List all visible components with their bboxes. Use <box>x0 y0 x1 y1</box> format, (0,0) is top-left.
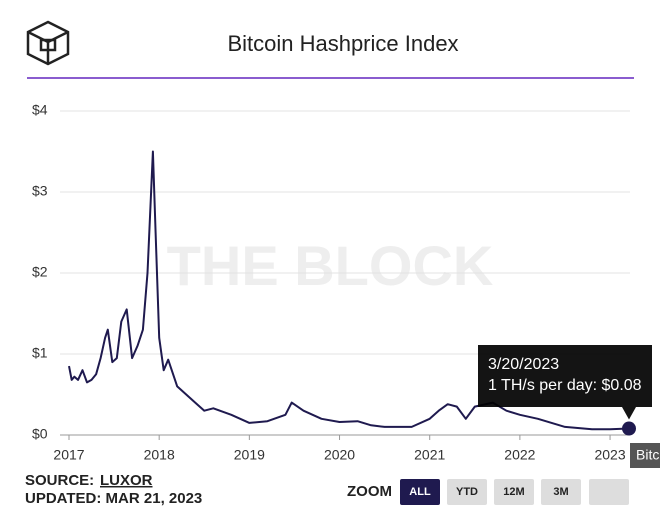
zoom-button-label[interactable]: 3M <box>553 486 568 498</box>
logo <box>26 20 70 66</box>
zoom-button-label[interactable]: 12M <box>503 486 524 498</box>
source-link[interactable]: LUXOR <box>100 472 153 489</box>
updated: UPDATED: MAR 21, 2023 <box>25 490 202 507</box>
x-tick-label: 2019 <box>234 447 265 463</box>
x-tick-label: 2022 <box>504 447 535 463</box>
x-tick-label: 2023 <box>594 447 625 463</box>
x-tick-label: 2020 <box>324 447 355 463</box>
source-label: SOURCE: <box>25 472 94 489</box>
y-tick-label: $2 <box>32 264 48 280</box>
tooltip-box <box>478 345 652 420</box>
zoom-button[interactable] <box>400 479 440 505</box>
y-tick-label: $1 <box>32 345 48 361</box>
y-tick-label: $4 <box>32 102 48 118</box>
line-series <box>68 150 630 431</box>
zoom-button-label[interactable]: ALL <box>409 486 431 498</box>
zoom-button[interactable] <box>494 479 534 505</box>
edge-label: Bitc <box>636 447 659 463</box>
chart-title: Bitcoin Hashprice Index <box>227 31 458 56</box>
x-tick-label: 2017 <box>53 447 84 463</box>
point-marker <box>622 421 636 436</box>
tooltip-text: 1 TH/s per day: $0.08 <box>488 377 642 394</box>
y-tick-label: $0 <box>32 426 48 442</box>
x-tick-label: 2018 <box>144 447 175 463</box>
edge-label-box <box>630 443 660 468</box>
x-tick-label: 2021 <box>414 447 445 463</box>
watermark: THE BLOCK <box>167 234 494 297</box>
zoom-button-label[interactable]: YTD <box>456 486 478 498</box>
zoom-button[interactable] <box>541 479 581 505</box>
tooltip-date: 3/20/2023 <box>488 356 559 373</box>
zoom-label: ZOOM <box>347 483 392 500</box>
zoom-button[interactable] <box>447 479 487 505</box>
zoom-button-blank[interactable] <box>589 479 629 505</box>
y-tick-label: $3 <box>32 183 48 199</box>
